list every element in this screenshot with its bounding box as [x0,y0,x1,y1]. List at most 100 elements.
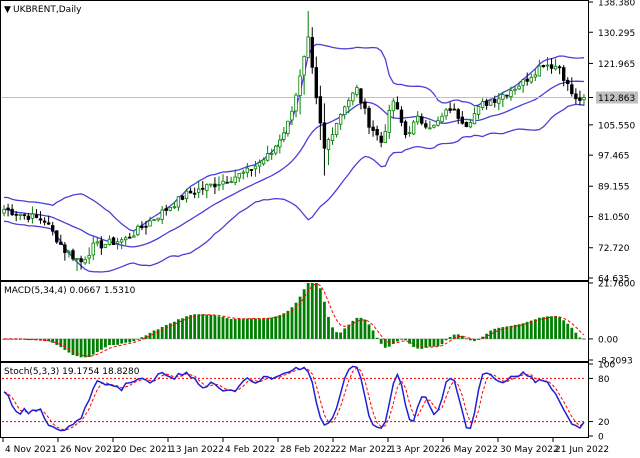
candle [456,107,460,125]
macd-bar [99,338,103,350]
price-title-marker: ▼ [4,5,11,15]
macd-bar [116,338,119,345]
price-tick-label: 89.155 [598,183,630,193]
macd-bar [533,319,537,339]
macd-bar [148,332,152,339]
candle [420,113,424,126]
macd-bar [558,317,562,339]
macd-bar [177,319,180,339]
candle [501,91,505,108]
candle [411,119,416,136]
macd-bar [339,332,343,339]
macd-bar [201,314,205,339]
candle [395,96,400,110]
stoch-tick-label: 80 [598,375,610,385]
candle [83,256,87,265]
macd-bar [493,328,497,339]
macd-bar [371,330,375,339]
candle [209,183,213,188]
candle [294,92,298,118]
candle [367,105,371,135]
macd-bar [396,338,399,342]
macd-bar [529,320,533,339]
macd-bar [400,338,403,340]
candle [338,113,343,130]
macd-title: MACD(5,34,4) 0.0667 1.5310 [4,286,136,296]
macd-bar [343,328,347,339]
macd-bar [262,318,265,339]
candle [322,103,327,176]
macd-bar [363,319,367,339]
macd-bar [310,283,314,339]
macd-bar [112,338,115,346]
candle [403,119,408,139]
macd-bar [205,314,209,339]
macd-bar [278,315,282,339]
macd-bar [513,324,517,339]
macd-bar [270,317,274,339]
candle [257,159,262,174]
candle [517,81,521,91]
bollinger-lower-band [3,103,585,273]
macd-bar [229,318,233,339]
macd-bar [197,314,201,339]
candle [525,72,529,86]
candle [140,221,144,231]
macd-bar [517,324,521,339]
candle [351,92,355,106]
candle [184,188,189,203]
macd-bar [379,338,383,344]
candle [306,10,310,58]
candle [67,249,71,258]
macd-bar [497,327,501,339]
price-tick-label: 64.635 [598,275,630,285]
stoch-tick-label: 0 [598,433,604,443]
current-price-badge [596,91,638,104]
candle [192,187,197,199]
macd-bar [570,327,574,339]
candle [79,255,83,270]
time-tick-label: 22 Mar 2022 [335,445,392,455]
macd-bar [51,338,55,343]
macd-bar [318,288,322,339]
candle [18,213,22,221]
candle [38,211,43,224]
candle [460,111,465,125]
macd-bar [351,320,355,339]
candle [282,127,286,143]
macd-bar [128,338,132,343]
macd-bar [432,338,436,347]
macd-bar [152,330,156,339]
candle [363,98,367,115]
candle [286,120,290,137]
macd-bar [189,315,192,339]
macd-bar [574,332,578,339]
candle [221,174,225,190]
macd-plot [2,283,586,358]
macd-bar [420,338,424,349]
macd-bar [359,317,363,339]
time-tick-label: 13 Apr 2022 [390,445,446,455]
candle [488,100,493,106]
macd-bar [294,302,298,339]
candle [168,207,173,212]
macd-bar [562,320,566,339]
macd-bar [250,318,253,339]
candle [464,121,469,128]
macd-bar [282,313,286,339]
time-tick-label: 30 May 2022 [500,445,559,455]
macd-bar [209,314,213,339]
macd-bar [91,338,95,355]
macd-bar [505,326,509,339]
macd-signal-line [4,283,585,357]
candle [448,102,452,114]
macd-bar [95,338,99,353]
candle [334,122,339,138]
macd-bar [237,318,241,339]
candle [472,107,477,125]
macd-bar [355,317,359,339]
candle [347,97,351,114]
candle [22,213,27,220]
macd-bar [71,338,75,356]
